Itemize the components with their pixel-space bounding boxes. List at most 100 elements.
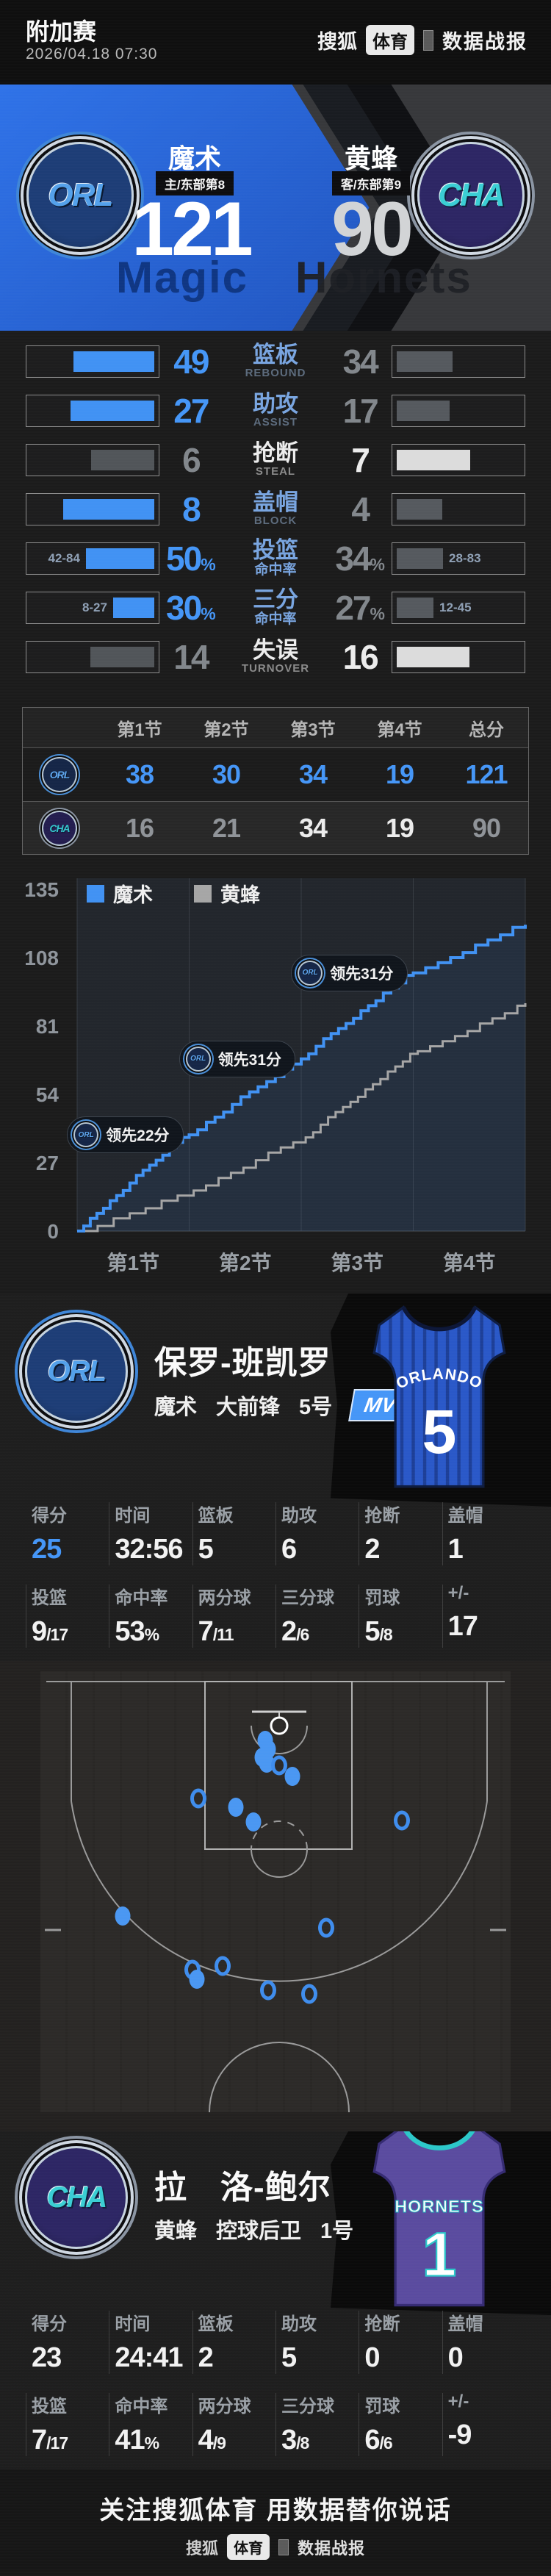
away-stat-bar	[392, 640, 526, 673]
away-stat-value: 7	[351, 440, 370, 479]
stat-cell: 投篮 7/17	[26, 2384, 109, 2466]
divider	[423, 29, 433, 51]
col-q4: 第4节	[377, 720, 422, 740]
away-watermark: Hornets	[295, 253, 472, 302]
stat-cell: 时间 32:56	[109, 1493, 192, 1576]
hornets-team-logo: CHA	[417, 142, 525, 249]
home-bar-fill	[62, 498, 154, 520]
home-stat-value: 49	[173, 342, 209, 381]
away-stat-value: 16	[342, 637, 379, 676]
sohu-wordmark: 搜狐	[185, 2539, 218, 2558]
missed-shot-marker	[259, 1980, 276, 2001]
sohu-sports-logo: 搜狐 体育 数据战报	[317, 25, 527, 55]
away-stat-bar	[392, 394, 526, 427]
page-header: 附加赛 2026/04.18 07:30 搜狐 体育 数据战报	[0, 0, 551, 85]
quarter-scores-section: 第1节 第2节 第3节 第4节 总分 ORL 38 30 34 19 121 C…	[0, 698, 551, 867]
tiyu-badge: 体育	[366, 25, 414, 55]
made-shot-marker	[259, 1754, 275, 1773]
stat-cell: 两分球 4/9	[192, 2384, 276, 2466]
stat-cell: 得分 23	[32, 2314, 67, 2373]
stat-label: 篮板 REBOUND	[245, 342, 306, 379]
svg-text:第3节: 第3节	[331, 1251, 383, 1274]
lead-annotation: ORL 领先31分	[291, 954, 408, 991]
lead-annotation: ORL 领先22分	[67, 1116, 184, 1154]
player-name: 拉 洛-鲍尔	[154, 2170, 331, 2206]
stat-cell: 抢断 0	[359, 2302, 442, 2384]
away-stat-value: 4	[351, 489, 370, 528]
footer-slogan: 关注搜狐体育 用数据替你说话	[99, 2497, 452, 2525]
missed-shot-marker	[394, 1810, 411, 1831]
home-stat-bar: 8-27	[26, 591, 159, 624]
away-bar-fill	[397, 400, 450, 421]
col-total: 总分	[469, 720, 504, 740]
hornets-team-logo: CHA	[25, 2146, 128, 2249]
stat-row-3pt-pct: 8-27 30% 三分 命中率 27% 12-45	[0, 583, 551, 632]
away-bar-fill	[397, 498, 443, 520]
away-stat-bar: 28-83	[392, 542, 526, 575]
away-stat-value: 34	[342, 342, 379, 381]
home-bar-fill	[73, 351, 154, 372]
halfcourt-shot-chart	[40, 1671, 511, 2112]
magic-q2: 30	[212, 759, 241, 789]
stat-row-rebound: 49 篮板 REBOUND 34	[0, 337, 551, 386]
player-number: 5号	[299, 1396, 333, 1419]
divider	[278, 2539, 289, 2555]
jersey-wordmark: HORNETS	[395, 2197, 484, 2216]
stat-label: 抢断 STEAL	[253, 440, 298, 478]
away-seed-badge: 客/东部第9	[298, 171, 444, 195]
trend-chart-svg: 0 27 54 81 108 135 第1节 第2节 第3节 第4节	[24, 878, 527, 1274]
stat-label: 盖帽 BLOCK	[253, 489, 298, 527]
svg-text:81: 81	[36, 1015, 59, 1038]
home-stat-value: 6	[182, 440, 201, 479]
stat-label: 助攻 ASSIST	[253, 391, 298, 428]
home-stat-value: 50%	[166, 539, 216, 578]
shot-chart-section	[0, 1661, 551, 2131]
stat-row-block: 8 盖帽 BLOCK 4	[0, 484, 551, 534]
home-bar-fill	[112, 597, 154, 618]
away-stat-value: 34%	[335, 539, 385, 578]
svg-text:第1节: 第1节	[107, 1251, 159, 1274]
magic-swatch	[87, 884, 104, 903]
stat-cell: 盖帽 1	[442, 1493, 525, 1576]
orl-mini-logo: ORL	[185, 1046, 211, 1072]
away-score: 90	[331, 187, 414, 272]
hornets-mini-logo: CHA	[23, 810, 96, 846]
home-bar-fill	[70, 400, 154, 421]
stat-cell: 命中率 53%	[109, 1576, 192, 1658]
lead-text: 领先31分	[330, 965, 394, 983]
away-stat-bar	[392, 443, 526, 476]
away-stat-bar	[392, 345, 526, 378]
player-card-ball: CHA 拉 洛-鲍尔 黄蜂 控球后卫 1号 HORNETS 1 得分 23 时间 2…	[0, 2131, 551, 2469]
stat-row-turnover: 14 失误 TURNOVER 16	[0, 632, 551, 681]
stat-cell: +/- -9	[442, 2384, 525, 2466]
hornets-total: 90	[472, 812, 501, 843]
magic-q1: 38	[125, 759, 154, 789]
magic-q4: 19	[385, 759, 414, 789]
magic-team-logo: ORL	[25, 1320, 128, 1423]
lead-text: 领先22分	[106, 1127, 170, 1145]
stat-row-steal: 6 抢断 STEAL 7	[0, 435, 551, 484]
orl-mini-logo: ORL	[73, 1122, 99, 1148]
home-stat-bar: 42-84	[26, 542, 159, 575]
player-stats-grid: 得分 25 时间 32:56 篮板 5 助攻 6 抢断 2 盖帽 1 投篮 9/17 命中率 5…	[26, 1493, 525, 1658]
missed-shot-marker	[215, 1956, 231, 1976]
stat-cell: 三分球 2/6	[276, 1576, 359, 1658]
hornets-q1: 16	[125, 812, 154, 843]
hornets-q2: 21	[212, 812, 241, 843]
stat-cell: 抢断 2	[359, 1493, 442, 1576]
hornets-q4: 19	[385, 812, 414, 843]
stat-cell: 盖帽 0	[442, 2302, 525, 2384]
away-seed-text: 客/东部第9	[331, 171, 411, 195]
away-bar-fill	[397, 449, 471, 470]
player-team: 魔术	[154, 1396, 198, 1419]
product-name: 数据战报	[442, 31, 527, 53]
stat-cell: 得分 25	[32, 1506, 67, 1565]
made-shot-marker	[284, 1767, 300, 1787]
away-bar-fill	[397, 597, 434, 618]
hornets-jersey: HORNETS 1	[372, 2131, 506, 2307]
sohu-wordmark: 搜狐	[317, 31, 357, 53]
player-team: 黄蜂	[154, 2220, 198, 2243]
stat-cell: 两分球 7/11	[192, 1576, 276, 1658]
home-bar-fill	[85, 548, 154, 569]
missed-shot-marker	[301, 1984, 318, 2004]
